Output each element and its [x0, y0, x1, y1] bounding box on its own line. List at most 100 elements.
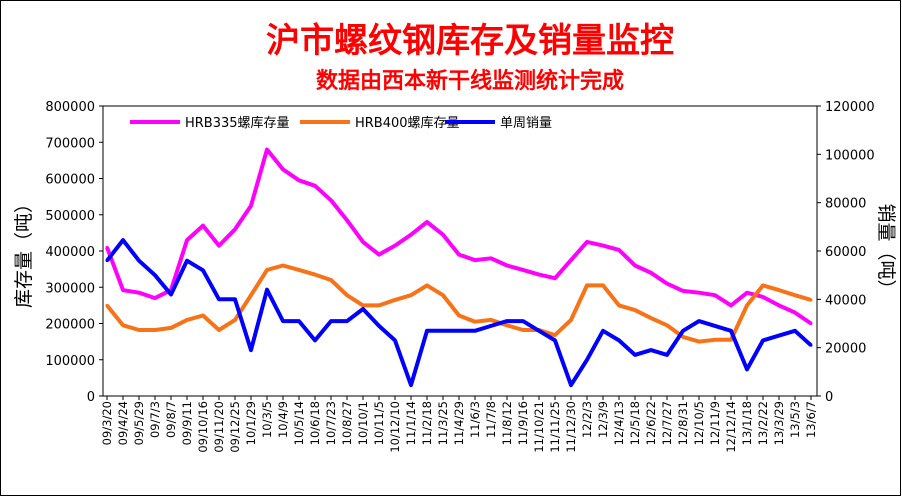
series-2-point [281, 264, 285, 267]
x-tick-label: 10/5/14 [292, 401, 306, 445]
series-1-point [457, 253, 461, 257]
series-2-point [441, 293, 445, 297]
y-left-tick-label: 0 [87, 390, 95, 405]
series-2-point [249, 293, 253, 297]
series-1-point [681, 289, 685, 293]
series-2-point [729, 338, 733, 342]
series-3-point [153, 273, 157, 277]
series-2-point [153, 328, 157, 332]
x-tick-label: 13/3/29 [772, 401, 786, 445]
series-1-point [489, 256, 493, 260]
series-2-point [617, 303, 621, 307]
chart-subtitle: 数据由西本新干线监测统计完成 [316, 68, 624, 94]
series-3-point [185, 259, 189, 263]
series-3-point [569, 383, 573, 387]
legend-label-3: 单周销量 [500, 116, 552, 131]
series-2-point [201, 314, 205, 318]
series-3-point [121, 238, 125, 242]
series-1-point [809, 322, 813, 325]
series-1-point [777, 303, 781, 307]
x-tick-label: 10/11/5 [372, 401, 386, 445]
x-tick-label: 11/6/3 [468, 401, 482, 438]
series-2-point [633, 308, 637, 312]
x-tick-label: 12/10/5 [692, 401, 706, 445]
series-2-point [377, 303, 381, 307]
series-3-point [601, 329, 605, 333]
series-1-point [473, 258, 477, 262]
series-3-point [761, 338, 765, 342]
series-2-point [505, 323, 509, 327]
series-2-point [121, 323, 125, 327]
series-2-point [329, 278, 333, 282]
x-tick-label: 12/5/18 [628, 401, 642, 445]
series-2-point [569, 318, 573, 322]
series-1-point [649, 271, 653, 275]
x-tick-label: 13/6/7 [804, 401, 818, 438]
series-1-point [745, 291, 749, 295]
x-tick-label: 10/1/29 [244, 401, 258, 445]
series-1-point [281, 167, 285, 171]
x-tick-label: 12/3/9 [596, 401, 610, 438]
series-3-point [521, 319, 525, 323]
series-2-point [425, 283, 429, 287]
series-3-point [665, 353, 669, 357]
series-1-point [393, 244, 397, 248]
plot-area [102, 105, 818, 397]
series-2-point [185, 318, 189, 322]
series-1-point [585, 240, 589, 244]
series-1-point [217, 244, 221, 248]
series-3-point [425, 329, 429, 333]
series-3-point [217, 297, 221, 301]
series-2-point [681, 335, 685, 339]
series-2-point [265, 268, 269, 272]
series-3-point [281, 319, 285, 323]
y-left-tick-label: 500000 [45, 209, 95, 224]
x-tick-label: 13/1/18 [740, 401, 754, 445]
series-2-point [409, 293, 413, 297]
series-3-point [201, 268, 205, 272]
series-3-point [633, 353, 637, 357]
series-1-point [713, 293, 717, 297]
series-3-point [361, 307, 365, 311]
chart-title: 沪市螺纹钢库存及销量监控 [266, 21, 674, 61]
series-1-point [329, 198, 333, 202]
x-tick-label: 12/4/13 [612, 401, 626, 445]
series-1-point [345, 218, 349, 222]
series-1-point [425, 220, 429, 224]
series-3-point [377, 324, 381, 328]
x-tick-label: 10/3/5 [260, 401, 274, 438]
series-3-point [169, 293, 173, 296]
series-2-point [313, 273, 317, 277]
series-1-point [313, 184, 317, 188]
series-3-point [409, 383, 413, 387]
series-2-point [665, 323, 669, 327]
x-tick-label: 13/2/22 [756, 401, 770, 445]
y-right-tick-label: 40000 [825, 293, 866, 308]
series-2-point [297, 268, 301, 272]
series-1-point [409, 233, 413, 237]
x-tick-label: 09/11/20 [212, 401, 226, 453]
series-3-point [793, 329, 797, 333]
series-1-point [441, 233, 445, 237]
series-1-point [505, 264, 509, 267]
x-tick-label: 12/12/14 [724, 401, 738, 453]
series-2-point [361, 303, 365, 307]
series-2-point [169, 326, 173, 330]
series-1-point [665, 282, 669, 286]
series-1-point [521, 268, 525, 272]
series-1-point [729, 303, 733, 307]
series-2-point [137, 328, 141, 332]
x-tick-label: 09/10/16 [196, 401, 210, 453]
y-axis-left-label: 库存量（吨） [13, 194, 35, 308]
series-1-point [569, 258, 573, 262]
series-2-point [457, 314, 461, 318]
y-left-tick-label: 300000 [45, 281, 95, 296]
x-tick-label: 09/3/20 [100, 401, 114, 445]
series-2-point [233, 318, 237, 322]
series-3-point [457, 329, 461, 333]
series-3-point [649, 348, 653, 352]
series-1-point [185, 238, 189, 242]
series-2-point [105, 303, 109, 307]
series-3-point [393, 338, 397, 342]
